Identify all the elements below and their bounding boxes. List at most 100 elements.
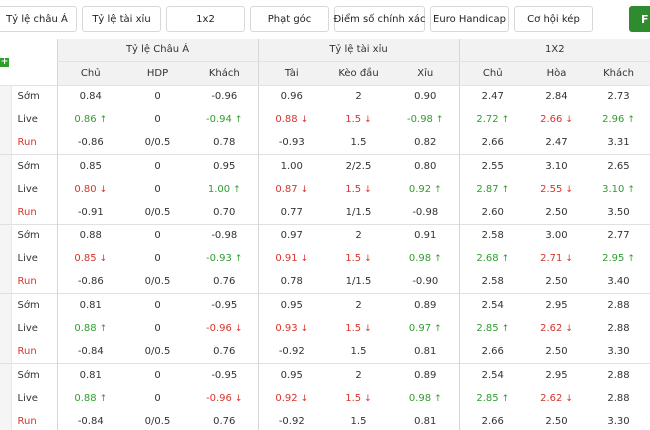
odds-cell-draw[interactable]: 2.50 bbox=[526, 410, 587, 430]
odds-cell-under[interactable]: 0.81 bbox=[392, 340, 459, 363]
odds-cell-home[interactable]: -0.86 bbox=[56, 131, 124, 155]
odds-cell-under[interactable]: -0.90 bbox=[392, 271, 459, 294]
odds-cell-draw[interactable]: 2.62 ↓ bbox=[526, 386, 587, 409]
odds-cell-line[interactable]: 1.5 ↓ bbox=[325, 386, 392, 409]
odds-cell-under[interactable]: 0.81 bbox=[392, 410, 459, 430]
odds-cell-1x2-home[interactable]: 2.85 ↑ bbox=[458, 316, 527, 341]
odds-cell-1x2-home[interactable]: 2.72 ↑ bbox=[458, 108, 527, 132]
odds-cell-1x2-away[interactable]: 3.30 bbox=[587, 410, 650, 430]
odds-cell-home[interactable]: -0.84 bbox=[56, 409, 124, 430]
odds-cell-over[interactable]: 0.91 ↓ bbox=[257, 247, 325, 271]
odds-cell-away[interactable]: 1.00 ↑ bbox=[191, 178, 258, 201]
odds-cell-away[interactable]: 0.76 bbox=[191, 340, 258, 363]
odds-cell-draw[interactable]: 2.55 ↓ bbox=[526, 178, 587, 201]
odds-cell-hdp[interactable]: 0 bbox=[124, 247, 191, 270]
tab-correct-score[interactable]: Điểm số chính xác bbox=[333, 6, 426, 32]
odds-cell-draw[interactable]: 2.84 bbox=[526, 84, 588, 109]
odds-cell-hdp[interactable]: 0 bbox=[124, 108, 191, 131]
odds-cell-draw[interactable]: 2.95 bbox=[526, 293, 588, 317]
odds-cell-1x2-away[interactable]: 2.88 bbox=[587, 386, 650, 409]
odds-cell-hdp[interactable]: 0 bbox=[124, 223, 191, 248]
odds-cell-line[interactable]: 1.5 ↓ bbox=[325, 317, 392, 340]
odds-cell-away[interactable]: -0.95 bbox=[191, 293, 258, 317]
odds-cell-draw[interactable]: 2.50 bbox=[526, 271, 587, 294]
tab-1x2[interactable]: 1x2 bbox=[166, 6, 245, 32]
odds-cell-away[interactable]: 0.70 bbox=[191, 201, 258, 224]
odds-cell-draw[interactable]: 2.71 ↓ bbox=[526, 247, 587, 270]
odds-cell-home[interactable]: 0.81 bbox=[56, 293, 124, 317]
odds-cell-under[interactable]: 0.98 ↑ bbox=[392, 247, 459, 270]
odds-cell-1x2-home[interactable]: 2.87 ↑ bbox=[458, 177, 527, 201]
odds-cell-under[interactable]: -0.98 bbox=[392, 201, 459, 224]
odds-cell-under[interactable]: 0.98 ↑ bbox=[392, 386, 459, 409]
odds-cell-line[interactable]: 1.5 ↓ bbox=[325, 108, 392, 131]
odds-cell-1x2-away[interactable]: 2.88 bbox=[587, 293, 650, 317]
odds-cell-1x2-away[interactable]: 3.40 bbox=[587, 271, 650, 294]
odds-cell-1x2-home[interactable]: 2.85 ↑ bbox=[458, 386, 527, 410]
odds-cell-home[interactable]: 0.84 bbox=[56, 84, 124, 109]
odds-cell-1x2-home[interactable]: 2.68 ↑ bbox=[458, 247, 527, 271]
odds-cell-1x2-away[interactable]: 3.30 bbox=[587, 340, 650, 363]
odds-cell-away[interactable]: -0.96 bbox=[191, 84, 258, 109]
odds-cell-home[interactable]: 0.88 ↑ bbox=[56, 316, 124, 341]
odds-cell-under[interactable]: 0.80 bbox=[392, 154, 460, 178]
odds-cell-away[interactable]: -0.94 ↑ bbox=[191, 108, 258, 131]
odds-cell-hdp[interactable]: 0/0.5 bbox=[124, 410, 191, 430]
odds-cell-home[interactable]: -0.86 bbox=[56, 270, 124, 294]
odds-cell-home[interactable]: 0.85 ↓ bbox=[56, 247, 124, 271]
odds-cell-over[interactable]: -0.92 bbox=[257, 340, 325, 364]
odds-cell-line[interactable]: 1.5 ↓ bbox=[325, 247, 392, 270]
odds-cell-draw[interactable]: 2.66 ↓ bbox=[526, 108, 587, 131]
odds-cell-away[interactable]: 0.76 bbox=[191, 271, 258, 294]
odds-cell-hdp[interactable]: 0 bbox=[124, 178, 191, 201]
odds-cell-line[interactable]: 2 bbox=[325, 293, 392, 317]
odds-cell-line[interactable]: 1.5 bbox=[325, 410, 392, 430]
odds-cell-home[interactable]: 0.80 ↓ bbox=[56, 177, 124, 201]
odds-cell-1x2-away[interactable]: 2.95 ↑ bbox=[587, 247, 650, 270]
odds-cell-over[interactable]: -0.93 bbox=[257, 131, 325, 155]
odds-cell-over[interactable]: 0.97 bbox=[257, 223, 325, 248]
odds-cell-1x2-home[interactable]: 2.66 bbox=[458, 409, 527, 430]
odds-cell-away[interactable]: -0.98 bbox=[191, 223, 258, 248]
tab-more[interactable]: F bbox=[629, 6, 650, 32]
odds-cell-draw[interactable]: 2.95 bbox=[526, 362, 588, 387]
odds-cell-under[interactable]: 0.92 ↑ bbox=[392, 178, 459, 201]
odds-cell-line[interactable]: 2 bbox=[325, 362, 392, 387]
odds-cell-home[interactable]: 0.88 ↑ bbox=[56, 386, 124, 410]
odds-cell-over[interactable]: 0.78 bbox=[257, 270, 325, 294]
odds-cell-line[interactable]: 1.5 bbox=[325, 131, 392, 154]
odds-cell-draw[interactable]: 3.00 bbox=[526, 223, 588, 248]
odds-cell-hdp[interactable]: 0 bbox=[124, 84, 191, 109]
odds-cell-over[interactable]: 0.92 ↓ bbox=[257, 386, 325, 410]
odds-cell-away[interactable]: 0.95 bbox=[191, 154, 258, 178]
odds-cell-home[interactable]: 0.81 bbox=[56, 362, 124, 387]
odds-cell-1x2-away[interactable]: 3.31 bbox=[587, 131, 650, 154]
odds-cell-1x2-away[interactable]: 2.88 bbox=[587, 362, 650, 387]
odds-cell-over[interactable]: 0.93 ↓ bbox=[257, 316, 325, 341]
odds-cell-away[interactable]: 0.78 bbox=[191, 131, 258, 154]
odds-cell-line[interactable]: 1.5 bbox=[325, 340, 392, 363]
odds-cell-1x2-away[interactable]: 2.96 ↑ bbox=[587, 108, 650, 131]
odds-cell-hdp[interactable]: 0/0.5 bbox=[124, 201, 191, 224]
odds-cell-1x2-home[interactable]: 2.54 bbox=[458, 293, 527, 317]
odds-cell-over[interactable]: 0.87 ↓ bbox=[257, 177, 325, 201]
odds-cell-away[interactable]: -0.96 ↓ bbox=[191, 386, 258, 409]
odds-cell-hdp[interactable]: 0/0.5 bbox=[124, 131, 191, 154]
tab-asian-handicap[interactable]: Tỷ lệ châu Á bbox=[0, 6, 77, 32]
odds-cell-hdp[interactable]: 0/0.5 bbox=[124, 340, 191, 363]
odds-cell-over[interactable]: 1.00 bbox=[257, 154, 325, 178]
odds-cell-1x2-home[interactable]: 2.54 bbox=[458, 362, 527, 387]
odds-cell-1x2-away[interactable]: 2.77 bbox=[587, 223, 650, 248]
odds-cell-draw[interactable]: 3.10 bbox=[526, 154, 588, 178]
odds-cell-under[interactable]: -0.98 ↑ bbox=[392, 108, 459, 131]
odds-cell-under[interactable]: 0.89 bbox=[392, 362, 460, 387]
odds-cell-under[interactable]: 0.91 bbox=[392, 223, 460, 248]
odds-cell-over[interactable]: 0.77 bbox=[257, 200, 325, 225]
odds-cell-1x2-home[interactable]: 2.47 bbox=[458, 84, 527, 109]
odds-cell-home[interactable]: 0.88 bbox=[56, 223, 124, 248]
odds-cell-over[interactable]: 0.96 bbox=[257, 84, 325, 109]
odds-cell-away[interactable]: 0.76 bbox=[191, 410, 258, 430]
odds-cell-away[interactable]: -0.96 ↓ bbox=[191, 317, 258, 340]
odds-cell-draw[interactable]: 2.47 bbox=[526, 131, 587, 154]
odds-cell-draw[interactable]: 2.50 bbox=[526, 201, 587, 224]
